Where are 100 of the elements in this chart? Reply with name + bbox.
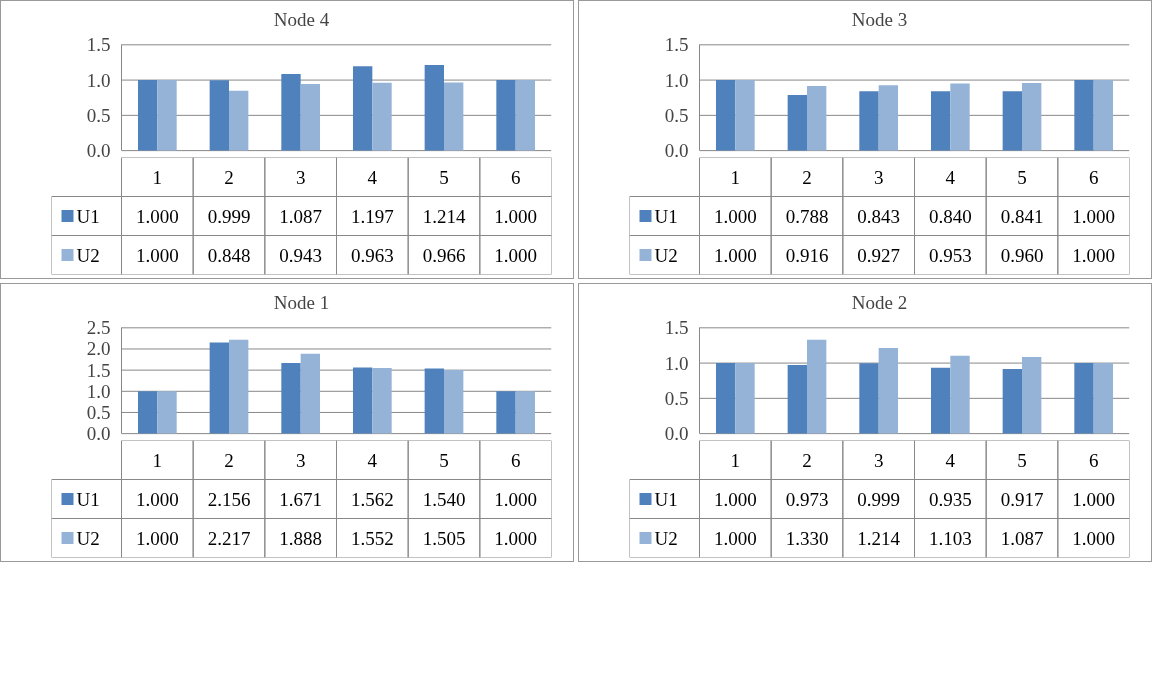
data-label: 0.999 bbox=[207, 205, 251, 227]
y-tick-label: 1.0 bbox=[86, 380, 111, 402]
x-tick-label: 5 bbox=[1017, 166, 1027, 188]
x-tick-label: 1 bbox=[152, 449, 163, 471]
data-label: 1.552 bbox=[350, 527, 394, 549]
bar bbox=[787, 364, 807, 434]
x-tick-label: 4 bbox=[945, 166, 956, 188]
data-label: 1.888 bbox=[279, 527, 323, 549]
y-tick-label: 1.0 bbox=[664, 352, 689, 374]
y-tick-label: 0.5 bbox=[664, 104, 689, 126]
bar bbox=[878, 347, 899, 434]
data-label: 0.999 bbox=[857, 488, 901, 510]
bar bbox=[859, 363, 879, 434]
y-tick-label: 0.0 bbox=[86, 140, 111, 162]
bar bbox=[229, 90, 249, 151]
y-tick-label: 0.5 bbox=[86, 104, 111, 126]
bar bbox=[157, 391, 177, 434]
data-label: 0.916 bbox=[785, 244, 829, 266]
bar bbox=[515, 391, 536, 434]
data-label: 0.966 bbox=[422, 244, 466, 266]
bar bbox=[515, 80, 536, 151]
y-tick-label: 0.0 bbox=[664, 423, 689, 445]
x-tick-label: 1 bbox=[730, 449, 741, 471]
data-label: 0.953 bbox=[928, 244, 972, 266]
x-tick-label: 2 bbox=[224, 166, 234, 188]
bar bbox=[444, 369, 464, 434]
data-label: 1.000 bbox=[713, 527, 757, 549]
bar bbox=[1022, 82, 1042, 151]
x-tick-label: 2 bbox=[802, 166, 812, 188]
data-label: 1.000 bbox=[1072, 488, 1116, 510]
bar bbox=[735, 80, 755, 151]
bar bbox=[137, 80, 158, 151]
chart-title: Node 1 bbox=[273, 291, 330, 313]
y-tick-label: 0.5 bbox=[664, 387, 689, 409]
data-label: 1.505 bbox=[422, 527, 466, 549]
data-label: 0.960 bbox=[1000, 244, 1044, 266]
legend-label: U2 bbox=[654, 244, 678, 266]
y-tick-label: 1.5 bbox=[664, 317, 689, 339]
legend-label: U1 bbox=[654, 488, 678, 510]
x-tick-label: 6 bbox=[1088, 449, 1099, 471]
data-label: 2.156 bbox=[207, 488, 251, 510]
data-label: 0.917 bbox=[1000, 488, 1044, 510]
data-label: 1.197 bbox=[350, 205, 394, 227]
bar bbox=[715, 80, 736, 151]
y-tick-label: 0.5 bbox=[86, 401, 111, 423]
data-label: 0.935 bbox=[928, 488, 972, 510]
data-label: 1.087 bbox=[279, 205, 323, 227]
data-label: 1.000 bbox=[713, 205, 757, 227]
x-tick-label: 2 bbox=[802, 449, 812, 471]
y-tick-label: 0.0 bbox=[664, 140, 689, 162]
x-tick-label: 4 bbox=[945, 449, 956, 471]
bar bbox=[715, 363, 736, 434]
bar bbox=[1002, 368, 1022, 434]
bar bbox=[950, 355, 970, 434]
bar bbox=[1002, 91, 1022, 151]
bar bbox=[137, 391, 158, 434]
data-label: 1.214 bbox=[857, 527, 901, 549]
data-label: 1.540 bbox=[422, 488, 466, 510]
bar bbox=[1093, 80, 1114, 151]
data-label: 0.963 bbox=[350, 244, 394, 266]
bar bbox=[1022, 356, 1042, 434]
bar bbox=[950, 83, 970, 151]
data-label: 1.000 bbox=[1072, 205, 1116, 227]
data-label: 1.000 bbox=[494, 527, 538, 549]
x-tick-label: 2 bbox=[224, 449, 234, 471]
x-tick-label: 3 bbox=[295, 166, 306, 188]
data-label: 1.000 bbox=[494, 205, 538, 227]
y-tick-label: 2.5 bbox=[86, 317, 111, 339]
legend-label: U2 bbox=[76, 527, 100, 549]
data-label: 1.000 bbox=[1072, 244, 1116, 266]
x-tick-label: 5 bbox=[1017, 449, 1027, 471]
bar bbox=[281, 73, 301, 151]
x-tick-label: 1 bbox=[730, 166, 741, 188]
y-tick-label: 1.5 bbox=[664, 34, 689, 56]
chart-title: Node 4 bbox=[273, 8, 330, 30]
bar bbox=[352, 367, 373, 434]
data-label: 1.087 bbox=[1000, 527, 1044, 549]
data-label: 1.000 bbox=[135, 244, 179, 266]
bar bbox=[209, 342, 229, 434]
data-label: 1.000 bbox=[713, 244, 757, 266]
legend-label: U2 bbox=[654, 527, 678, 549]
data-label: 1.000 bbox=[135, 527, 179, 549]
bar bbox=[372, 82, 392, 151]
bar bbox=[300, 84, 321, 151]
data-label: 0.841 bbox=[1000, 205, 1044, 227]
data-label: 1.000 bbox=[135, 488, 179, 510]
legend-label: U2 bbox=[76, 244, 100, 266]
data-label: 1.000 bbox=[494, 488, 538, 510]
bar bbox=[300, 353, 321, 434]
x-tick-label: 1 bbox=[152, 166, 163, 188]
data-label: 0.973 bbox=[785, 488, 829, 510]
bar bbox=[209, 80, 229, 151]
y-tick-label: 2.0 bbox=[86, 338, 111, 360]
data-label: 0.843 bbox=[857, 205, 901, 227]
x-tick-label: 6 bbox=[510, 449, 521, 471]
x-tick-label: 5 bbox=[439, 449, 449, 471]
bar bbox=[424, 64, 444, 151]
y-tick-label: 0.0 bbox=[86, 423, 111, 445]
legend-label: U1 bbox=[654, 205, 678, 227]
bar bbox=[807, 339, 827, 434]
